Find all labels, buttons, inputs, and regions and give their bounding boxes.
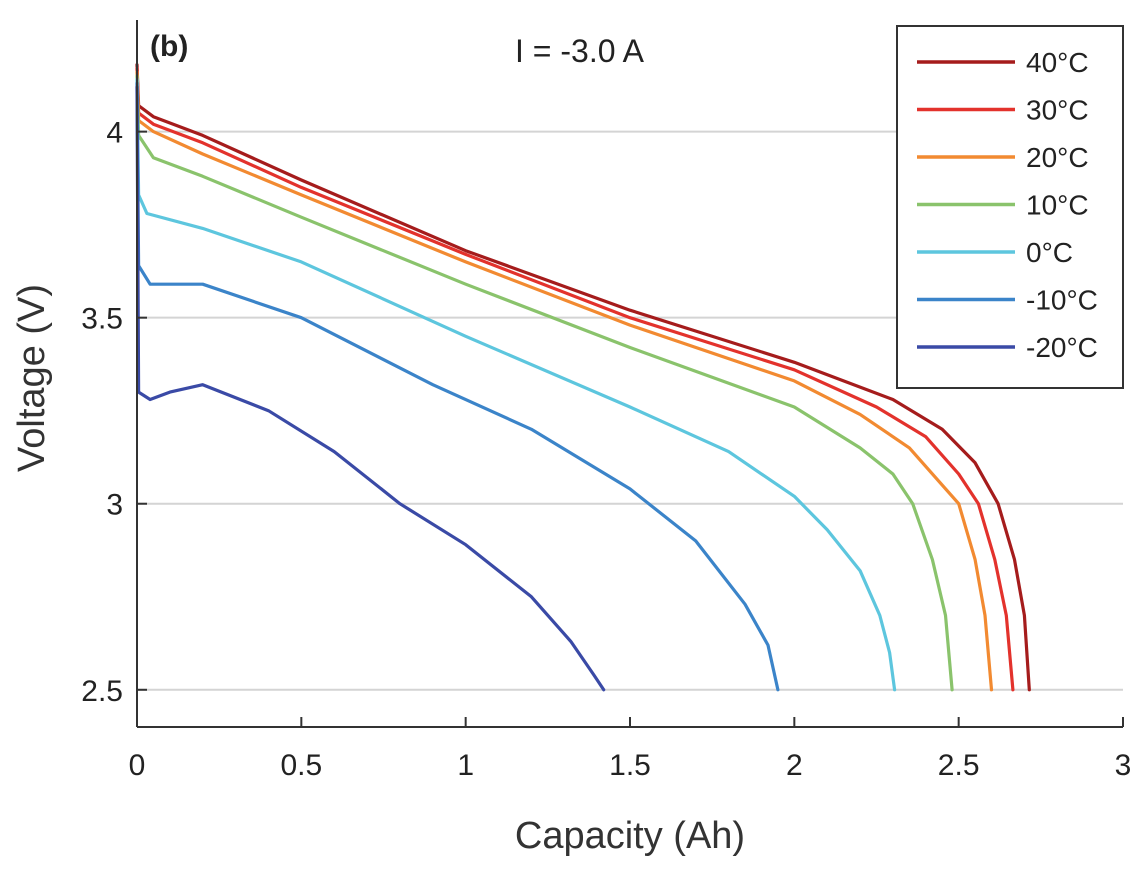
series-line-0 bbox=[135, 63, 1031, 692]
legend-label: 0°C bbox=[1026, 237, 1073, 268]
series-line-2 bbox=[135, 70, 994, 692]
series-line-4 bbox=[135, 77, 897, 692]
axes bbox=[136, 20, 1124, 728]
legend-label: -10°C bbox=[1026, 285, 1098, 316]
x-tick-label: 2 bbox=[786, 749, 803, 782]
current-annotation: I = -3.0 A bbox=[515, 33, 645, 69]
y-tick-label: 3 bbox=[106, 489, 123, 522]
legend-box bbox=[896, 25, 1124, 389]
series-line-5 bbox=[135, 81, 780, 692]
legend-item: 30°C bbox=[917, 95, 1089, 126]
y-axis-title: Voltage (V) bbox=[11, 284, 53, 472]
legend-label: 10°C bbox=[1026, 190, 1089, 221]
legend-item: 0°C bbox=[917, 237, 1073, 268]
legend-label: -20°C bbox=[1026, 332, 1098, 363]
legend: 40°C 30°C 20°C 10°C 0°C -10°C -20°C bbox=[896, 25, 1124, 389]
x-tick-label: 0.5 bbox=[280, 749, 322, 782]
legend-label: 40°C bbox=[1026, 47, 1089, 78]
tick-labels: 0 0.5 1 1.5 2 2.5 3 2.5 3 3.5 4 bbox=[81, 117, 1131, 782]
series-line-6 bbox=[135, 85, 606, 692]
legend-item: 20°C bbox=[917, 142, 1089, 173]
panel-label: (b) bbox=[150, 30, 188, 63]
legend-label: 30°C bbox=[1026, 95, 1089, 126]
x-tick-label: 2.5 bbox=[938, 749, 980, 782]
y-tick-label: 4 bbox=[106, 117, 123, 150]
legend-item: -10°C bbox=[917, 285, 1098, 316]
series-line-3 bbox=[135, 74, 954, 692]
x-axis-title: Capacity (Ah) bbox=[515, 815, 745, 857]
x-tick-label: 0 bbox=[129, 749, 146, 782]
y-tick-label: 3.5 bbox=[81, 303, 123, 336]
x-tick-label: 1.5 bbox=[609, 749, 651, 782]
legend-item: 40°C bbox=[917, 47, 1089, 78]
series-line-1 bbox=[135, 66, 1015, 692]
y-tick-label: 2.5 bbox=[81, 675, 123, 708]
legend-item: 10°C bbox=[917, 190, 1089, 221]
legend-item: -20°C bbox=[917, 332, 1098, 363]
x-tick-label: 3 bbox=[1115, 749, 1132, 782]
x-tick-label: 1 bbox=[457, 749, 474, 782]
series-lines bbox=[135, 63, 1031, 692]
legend-label: 20°C bbox=[1026, 142, 1089, 173]
